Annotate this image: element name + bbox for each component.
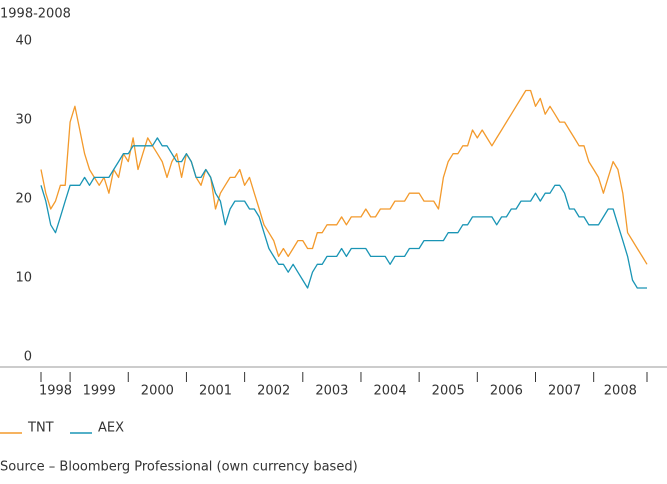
y-tick-label: 30	[15, 113, 32, 128]
source-note: Source – Bloomberg Professional (own cur…	[0, 460, 358, 475]
x-tick-label: 2003	[315, 384, 348, 399]
x-tick-label: 2002	[257, 384, 290, 399]
line-series	[40, 89, 648, 265]
x-tick-label: 2007	[548, 384, 581, 399]
y-tick-label: 20	[15, 192, 32, 207]
legend-label: AEX	[98, 421, 124, 436]
x-tick-label: 2006	[490, 384, 523, 399]
y-tick-label: 40	[15, 34, 32, 49]
legend-label: TNT	[27, 421, 54, 436]
y-tick-label: 0	[24, 350, 32, 365]
x-tick-label: 2001	[199, 384, 232, 399]
x-tick-label: 2008	[604, 384, 637, 399]
x-tick-label: 1999	[83, 384, 116, 399]
line-series	[40, 137, 647, 289]
x-tick-label: 2004	[374, 384, 407, 399]
x-tick-label: 1998	[39, 384, 72, 399]
x-tick-label: 2000	[141, 384, 174, 399]
x-tick-label: 2005	[432, 384, 465, 399]
y-tick-label: 10	[15, 271, 32, 286]
chart-subtitle: 1998-2008	[0, 7, 71, 22]
